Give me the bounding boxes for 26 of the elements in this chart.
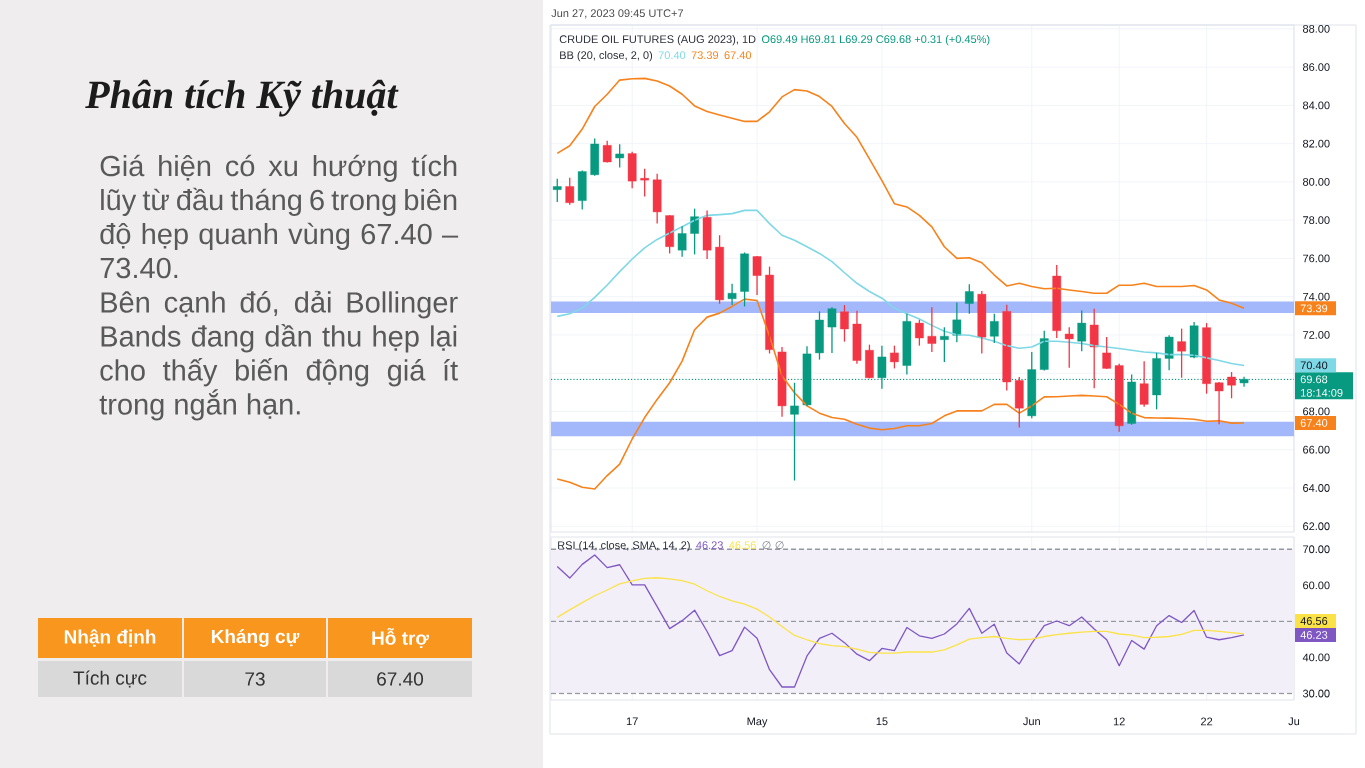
- annotation: 46.23: [696, 541, 723, 550]
- x-tick-label: 15: [876, 717, 888, 726]
- y-tick-label: 60.00: [1303, 581, 1330, 590]
- text: 46.56: [1300, 617, 1328, 625]
- text: Bên cạnh đó, dải Bollinger Bands đang dần thu hẹp lại cho thấy biến động giá ít trong ngắn hạn.: [99, 290, 458, 421]
- text: 73: [245, 672, 265, 686]
- x-tick-label: 12: [1113, 717, 1125, 726]
- x-tick-label: May: [747, 717, 768, 728]
- text: Hỗ trợ: [372, 627, 429, 649]
- text: Nhận định: [64, 629, 156, 647]
- text: Kháng cự: [211, 629, 300, 647]
- text: Giá hiện có xu hướng tích lũy từ đầu tháng 6 trong biên độ hẹp quanh vùng 67.40 – 73.40.: [100, 154, 459, 279]
- text: 46.23: [1300, 631, 1328, 639]
- text: 67.40: [377, 672, 424, 686]
- annotation: ∅ ∅: [762, 541, 784, 550]
- chart-title: RSI (14, close, SMA, 14, 2): [558, 541, 690, 552]
- y-tick-label: 30.00: [1302, 689, 1330, 698]
- text: Tích cực: [73, 670, 147, 688]
- annotation: 46.56: [729, 541, 756, 550]
- text: Phân tích Kỹ thuật: [85, 79, 399, 117]
- x-tick-label: Jun: [1023, 717, 1040, 726]
- y-tick-label: 70.00: [1303, 545, 1330, 554]
- x-tick-label: 22: [1201, 717, 1213, 726]
- x-tick-label: 17: [626, 717, 638, 726]
- y-tick-label: 40.00: [1302, 653, 1330, 662]
- x-tick-label: Ju: [1288, 717, 1300, 726]
